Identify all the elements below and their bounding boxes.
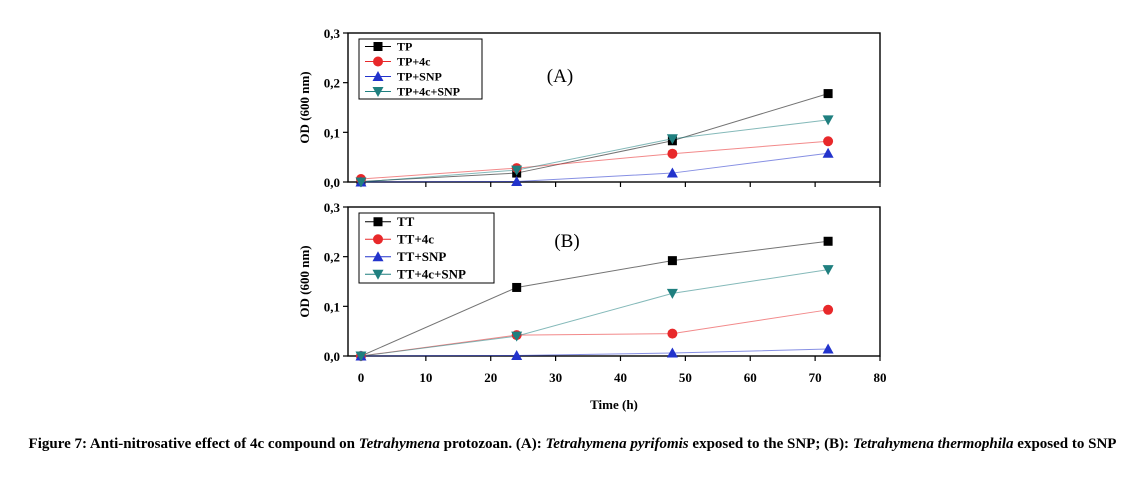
y-tick-label: 0,3	[324, 200, 341, 215]
legend-label: TP+4c+SNP	[397, 85, 460, 99]
legend-label: TP+4c	[397, 55, 431, 69]
panel-label: (A)	[547, 66, 573, 87]
data-point	[823, 304, 834, 315]
legend-marker	[372, 87, 384, 97]
data-point	[823, 89, 833, 99]
data-point	[667, 328, 678, 339]
data-point	[666, 347, 678, 358]
x-axis-label: Time (h)	[590, 397, 638, 412]
series-line	[360, 309, 829, 357]
data-point	[355, 351, 367, 362]
legend-marker	[373, 234, 383, 245]
legend-marker	[373, 56, 383, 67]
x-tick-label: 0	[358, 370, 365, 385]
data-point	[511, 350, 523, 361]
legend-marker	[372, 71, 384, 81]
caption-text-4: exposed to SNP	[1013, 436, 1117, 452]
x-tick-label: 60	[744, 370, 757, 385]
data-point	[823, 136, 834, 147]
data-point	[822, 265, 834, 276]
data-point	[512, 282, 522, 292]
x-tick-label: 10	[419, 370, 432, 385]
legend-label: TP+SNP	[397, 70, 442, 84]
legend-marker	[372, 269, 384, 280]
data-point	[666, 134, 678, 145]
series-line	[360, 140, 829, 180]
data-point	[822, 147, 834, 158]
caption-italic-3: Tetrahymena thermophila	[852, 436, 1014, 452]
panel-b: 0,0 0,1 0,2 0,3 0 10 20 30 40 50 60 70 80 OD (600 nm)…	[297, 200, 887, 412]
plot-frame	[347, 32, 881, 183]
series-line	[360, 240, 829, 357]
data-point	[822, 343, 834, 354]
legend-label: TT+4c	[397, 231, 434, 246]
x-tick-label: 40	[614, 370, 627, 385]
y-tick-label: 0,0	[324, 175, 340, 190]
data-point	[355, 177, 367, 188]
figure-caption: Figure 7: Anti-nitrosative effect of 4c …	[20, 434, 1125, 455]
x-tick-label: 20	[484, 370, 497, 385]
y-tick-label: 0,2	[324, 76, 340, 91]
x-tick-label: 50	[679, 370, 692, 385]
y-tick-label: 0,1	[324, 299, 340, 314]
caption-italic-1: Tetrahymena	[358, 436, 440, 452]
y-tick-label: 0,0	[324, 349, 340, 364]
legend-label: TT+4c+SNP	[397, 266, 466, 281]
y-axis-label: OD (600 nm)	[297, 245, 312, 317]
data-point	[667, 256, 677, 266]
data-point	[823, 236, 833, 246]
series-line	[360, 152, 829, 183]
series-line	[360, 119, 829, 183]
series-line	[360, 93, 829, 183]
x-tick-label: 30	[549, 370, 562, 385]
caption-text-2: protozoan. (A):	[439, 436, 546, 452]
x-tick-label: 80	[874, 370, 887, 385]
legend-label: TP	[397, 40, 412, 54]
y-tick-label: 0,2	[324, 250, 340, 265]
series-line	[360, 269, 829, 357]
legend-marker	[373, 42, 383, 51]
data-point	[511, 165, 523, 176]
caption-text-1: Figure 7: Anti-nitrosative effect of 4c …	[28, 436, 359, 452]
y-axis-label: OD (600 nm)	[297, 71, 312, 143]
legend-label: TT	[397, 214, 415, 229]
caption-text-3: exposed to the SNP; (B):	[688, 436, 853, 452]
legend-marker	[373, 217, 383, 227]
data-point	[666, 288, 678, 299]
data-point	[511, 176, 523, 187]
y-tick-label: 0,1	[324, 125, 340, 140]
data-point	[822, 115, 834, 126]
legend-label: TT+SNP	[397, 249, 446, 264]
data-point	[667, 148, 678, 159]
plot-frame	[347, 206, 881, 357]
y-tick-label: 0,3	[324, 26, 341, 41]
caption-italic-2: Tetrahymena pyrifomis	[545, 436, 689, 452]
x-tick-label: 70	[809, 370, 822, 385]
series-line	[360, 348, 829, 357]
data-point	[511, 331, 523, 342]
legend-marker	[372, 251, 384, 262]
data-point	[666, 167, 678, 178]
panel-label: (B)	[554, 231, 579, 252]
panel-a: 0,0 0,1 0,2 0,3 OD (600 nm) (A) TPTP+4cTP+SNPT…	[297, 26, 881, 190]
